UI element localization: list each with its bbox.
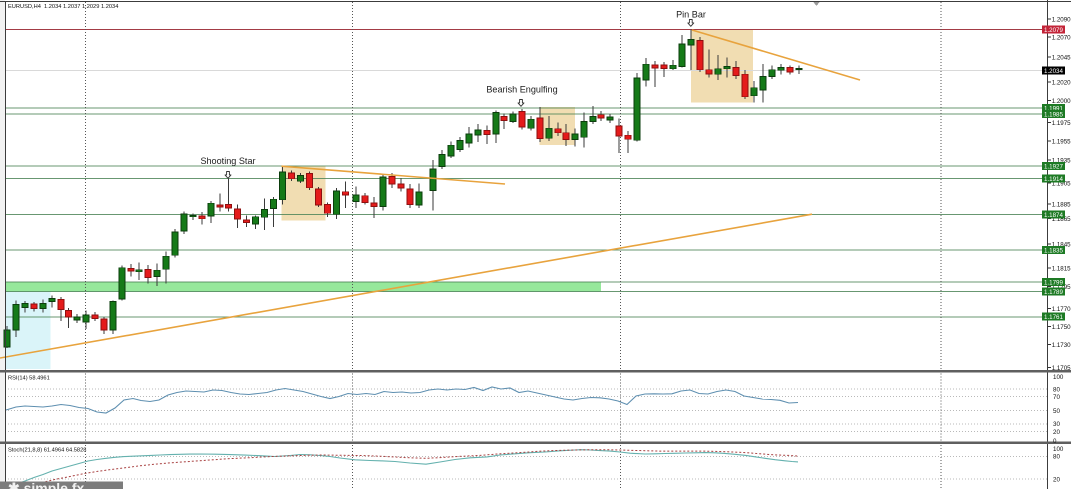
svg-text:1.2090: 1.2090 <box>1052 16 1071 23</box>
svg-text:1.2000: 1.2000 <box>1052 98 1071 105</box>
svg-text:1.1905: 1.1905 <box>1052 180 1071 187</box>
svg-text:1.1874: 1.1874 <box>1044 212 1063 219</box>
svg-text:1.1750: 1.1750 <box>1052 324 1071 331</box>
svg-text:1.2079: 1.2079 <box>1044 27 1063 34</box>
svg-text:100: 100 <box>1053 374 1064 381</box>
svg-text:100: 100 <box>1053 446 1064 453</box>
svg-text:1.1865: 1.1865 <box>1052 216 1071 223</box>
svg-text:1.1975: 1.1975 <box>1052 120 1071 127</box>
svg-text:50: 50 <box>1053 408 1060 415</box>
svg-text:1.1761: 1.1761 <box>1044 314 1063 321</box>
svg-text:1.2070: 1.2070 <box>1052 34 1071 41</box>
svg-text:Stoch(21,8,8) 61.4964 64.5828: Stoch(21,8,8) 61.4964 64.5828 <box>8 448 86 454</box>
svg-text:1.1935: 1.1935 <box>1052 157 1071 164</box>
svg-text:1.1815: 1.1815 <box>1052 265 1071 272</box>
svg-text:1.1914: 1.1914 <box>1044 176 1063 183</box>
svg-text:1.2034: 1.2034 <box>1044 68 1063 75</box>
svg-text:0: 0 <box>1053 438 1057 445</box>
svg-text:1.1799: 1.1799 <box>1044 279 1063 286</box>
svg-text:1.1845: 1.1845 <box>1052 241 1071 248</box>
svg-text:RSI(14) 58.4961: RSI(14) 58.4961 <box>8 376 50 382</box>
svg-text:1.1955: 1.1955 <box>1052 138 1071 145</box>
svg-text:80: 80 <box>1053 454 1060 461</box>
svg-text:1.2020: 1.2020 <box>1052 79 1071 86</box>
svg-text:1.1770: 1.1770 <box>1052 306 1071 313</box>
svg-text:1.2045: 1.2045 <box>1052 54 1071 61</box>
svg-text:1.1927: 1.1927 <box>1044 164 1063 171</box>
svg-text:1.1789: 1.1789 <box>1044 289 1063 296</box>
svg-text:EURUSD,H4 1.2034 1.2037 1.202: EURUSD,H4 1.2034 1.2037 1.2029 1.2034 <box>8 4 118 10</box>
svg-text:Shooting Star: Shooting Star <box>200 156 255 166</box>
svg-text:1.1730: 1.1730 <box>1052 342 1071 349</box>
svg-text:20: 20 <box>1053 477 1060 484</box>
svg-text:1.1985: 1.1985 <box>1044 111 1063 118</box>
svg-text:Bearish Engulfing: Bearish Engulfing <box>486 85 557 95</box>
svg-text:Pin Bar: Pin Bar <box>676 10 706 20</box>
svg-text:1.1885: 1.1885 <box>1052 201 1071 208</box>
svg-text:20: 20 <box>1053 429 1060 436</box>
svg-text:1.1991: 1.1991 <box>1044 106 1063 113</box>
svg-text:70: 70 <box>1053 394 1060 401</box>
svg-text:30: 30 <box>1053 421 1060 428</box>
svg-text:1.1835: 1.1835 <box>1044 247 1063 254</box>
svg-text:80: 80 <box>1053 387 1060 394</box>
svg-text:1.1705: 1.1705 <box>1052 365 1071 372</box>
svg-text:✱ simple fx: ✱ simple fx <box>8 480 85 489</box>
